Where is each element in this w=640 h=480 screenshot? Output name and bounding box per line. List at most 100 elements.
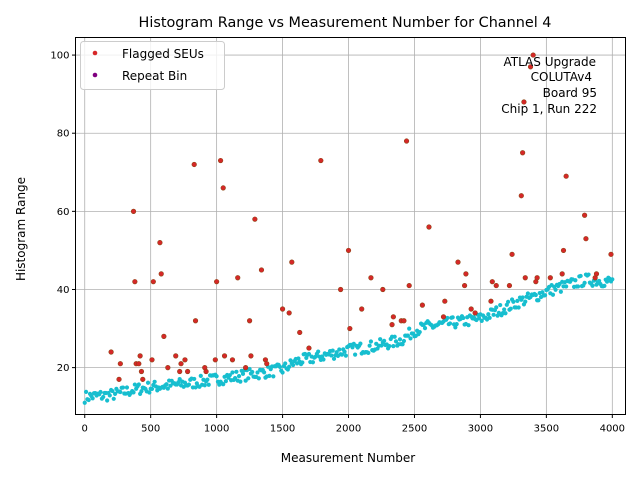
flagged-point — [264, 361, 270, 367]
normal-point — [223, 379, 228, 384]
normal-point — [82, 400, 87, 405]
normal-point — [422, 326, 428, 331]
flagged-point — [178, 361, 184, 367]
normal-point — [334, 350, 339, 355]
flagged-point — [521, 99, 527, 105]
normal-point — [112, 391, 118, 397]
flagged-point — [563, 173, 569, 179]
normal-point — [368, 339, 374, 344]
flagged-point — [468, 306, 474, 312]
flagged-point — [583, 236, 589, 242]
flagged-point — [455, 259, 461, 265]
flagged-point — [108, 349, 114, 355]
normal-point — [558, 289, 563, 294]
normal-point — [147, 390, 152, 395]
normal-point — [236, 374, 242, 379]
legend-flagged-label: Flagged SEUs — [122, 47, 204, 61]
normal-point — [590, 283, 595, 288]
flagged-point — [559, 271, 565, 277]
normal-point — [316, 349, 321, 354]
flagged-point — [390, 314, 396, 320]
normal-point — [202, 383, 207, 388]
normal-point — [136, 382, 141, 387]
chart-title: Histogram Range vs Measurement Number fo… — [139, 15, 552, 31]
normal-point — [511, 299, 516, 304]
annotation-line-1: ATLAS Upgrade — [503, 55, 596, 69]
y-tick-label: 20 — [57, 363, 70, 374]
y-axis-ticks: 20 40 60 80 100 — [50, 51, 76, 374]
flagged-point — [203, 368, 209, 375]
normal-point — [498, 302, 503, 308]
legend-repeat-marker — [92, 72, 98, 78]
flagged-point — [442, 298, 448, 304]
y-tick-label: 80 — [57, 129, 70, 140]
flagged-point — [117, 361, 123, 367]
normal-point — [450, 315, 455, 320]
flagged-point — [248, 353, 254, 359]
flagged-point — [297, 329, 303, 336]
normal-point — [353, 352, 358, 357]
normal-point — [267, 373, 272, 378]
flagged-point — [279, 306, 286, 312]
flagged-point — [212, 357, 218, 363]
y-axis-label: Histogram Range — [14, 177, 28, 281]
flagged-point — [132, 279, 138, 285]
normal-point — [329, 353, 334, 358]
normal-point — [331, 356, 337, 361]
normal-point — [256, 376, 261, 381]
normal-point — [400, 342, 405, 347]
flagged-point — [560, 247, 567, 254]
flagged-point — [440, 314, 447, 320]
normal-point — [221, 382, 226, 387]
normal-point — [206, 382, 211, 387]
normal-point — [177, 377, 182, 382]
flagged-point — [426, 224, 432, 230]
normal-point — [107, 393, 112, 398]
flagged-point — [488, 298, 494, 304]
flagged-point — [192, 318, 199, 324]
normal-point — [387, 343, 392, 349]
annotation-line-3: Board 95 — [543, 86, 597, 100]
flagged-point — [380, 286, 386, 293]
flagged-point — [289, 259, 295, 265]
normal-point — [516, 305, 521, 310]
flagged-point — [547, 275, 553, 281]
flagged-point — [137, 353, 143, 359]
flagged-point — [136, 361, 142, 367]
x-tick-label: 0 — [82, 424, 88, 435]
x-tick-label: 1000 — [204, 424, 229, 435]
normal-point — [98, 389, 103, 395]
normal-point — [310, 360, 316, 365]
flagged-point — [157, 240, 163, 246]
flagged-point — [161, 333, 167, 339]
normal-point — [508, 306, 513, 311]
flagged-point — [318, 157, 324, 164]
normal-point — [240, 371, 246, 376]
normal-point — [454, 322, 459, 327]
normal-point — [277, 364, 283, 369]
x-tick-label: 2000 — [336, 424, 361, 435]
normal-point — [300, 360, 305, 365]
flagged-point — [247, 318, 253, 324]
normal-point — [445, 315, 450, 321]
normal-point — [291, 362, 296, 368]
flagged-point — [185, 368, 191, 375]
normal-point — [540, 290, 545, 295]
legend-repeat-label: Repeat Bin — [122, 69, 187, 83]
normal-point — [502, 307, 507, 312]
flagged-point — [138, 368, 145, 375]
flagged-point — [608, 251, 614, 257]
normal-point — [550, 292, 556, 297]
flagged-point — [130, 208, 137, 214]
normal-point — [401, 338, 407, 344]
normal-point — [506, 299, 511, 304]
legend: Flagged SEUs Repeat Bin — [80, 41, 225, 90]
flagged-point — [252, 216, 258, 222]
annotation-line-4: Chip 1, Run 222 — [501, 102, 597, 116]
normal-point — [479, 318, 484, 323]
normal-point — [246, 376, 251, 381]
flagged-point — [243, 365, 249, 371]
normal-point — [271, 374, 276, 379]
normal-point — [205, 377, 210, 382]
flagged-point — [191, 161, 197, 168]
